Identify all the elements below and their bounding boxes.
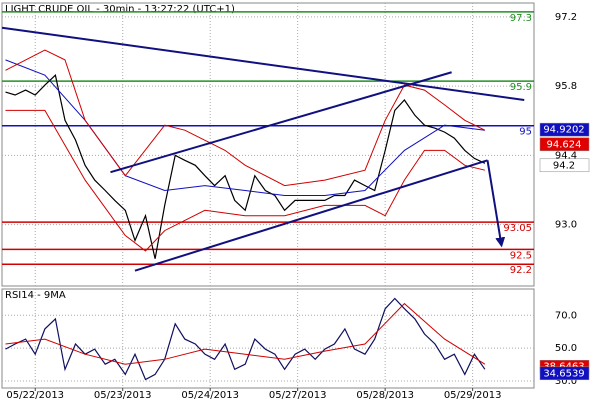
level-label: 95.9 — [510, 82, 532, 93]
value-tag-label: 94.9202 — [543, 125, 584, 136]
value-tag — [539, 137, 590, 152]
y-tick-label: 50.0 — [555, 343, 577, 354]
level-label: 97.3 — [510, 13, 532, 24]
chart-title: LIGHT CRUDE OIL - 30min - 13:27:22 (UTC+… — [5, 4, 235, 15]
value-tag — [539, 366, 590, 381]
value-tag-label: 94.2 — [553, 160, 575, 171]
value-tag — [539, 122, 590, 137]
value-tag-label: 94.624 — [547, 139, 582, 150]
y-tick-label: 94.4 — [555, 150, 577, 161]
x-tick-label: 05/22/2013 — [6, 390, 64, 400]
y-tick-label: 95.8 — [555, 81, 577, 92]
trend-line — [110, 71, 452, 174]
x-tick-label: 05/23/2013 — [94, 390, 152, 400]
level-label: 93.05 — [503, 223, 532, 234]
value-tag — [539, 158, 590, 173]
y-tick-label: 70.0 — [555, 310, 577, 321]
value-tag-label: 34.6539 — [543, 368, 584, 379]
series-line — [5, 109, 486, 252]
series-line — [5, 49, 486, 187]
level-label: 92.2 — [510, 265, 532, 276]
level-label: 92.5 — [510, 250, 532, 261]
y-tick-label: 93.0 — [555, 220, 577, 231]
trend-line — [134, 159, 488, 272]
trend-line — [1, 26, 525, 101]
trend-line — [486, 160, 506, 248]
x-tick-label: 05/29/2013 — [444, 390, 502, 400]
x-tick-label: 05/28/2013 — [356, 390, 414, 400]
price-panel — [1, 2, 535, 287]
y-tick-label: 30.0 — [555, 376, 577, 387]
x-tick-label: 05/27/2013 — [269, 390, 327, 400]
y-tick-label: 97.2 — [555, 12, 577, 23]
series-line — [5, 74, 486, 259]
level-label: 95 — [519, 127, 532, 138]
rsi-panel — [1, 288, 535, 389]
series-line — [5, 302, 486, 365]
x-tick-label: 05/24/2013 — [181, 390, 239, 400]
